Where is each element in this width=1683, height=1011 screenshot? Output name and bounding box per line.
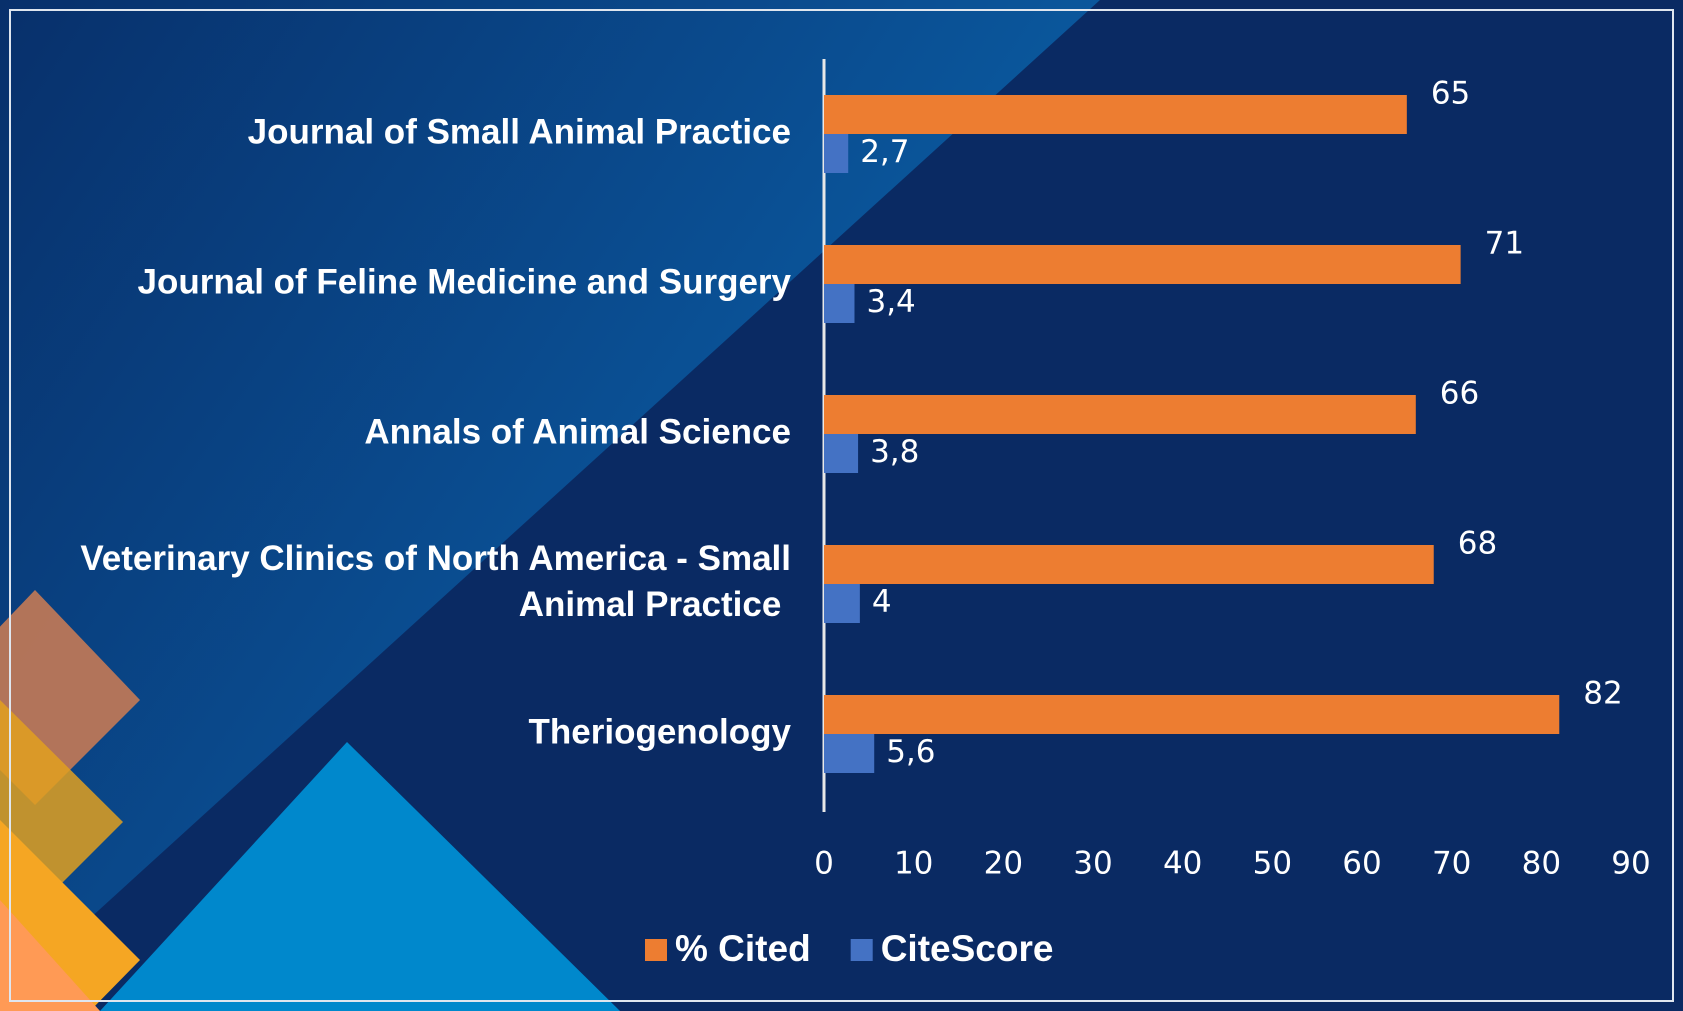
legend-swatch [850,939,873,961]
category-label: Journal of Feline Medicine and Surgery [138,262,792,301]
bar [824,95,1407,134]
value-label: 66 [1440,376,1479,412]
value-label: 68 [1458,526,1497,562]
bar [824,434,859,473]
value-label: 3,8 [870,434,919,470]
legend-swatch [645,939,667,961]
value-label: 3,4 [866,284,915,320]
bar [824,245,1461,284]
bar [824,695,1560,734]
x-tick-label: 80 [1522,846,1561,882]
value-label: 82 [1583,676,1622,712]
x-tick-label: 60 [1342,846,1381,882]
category-label: Annals of Animal Science [364,412,791,451]
value-label: 71 [1485,226,1524,262]
category-label: Theriogenology [529,712,792,751]
value-label: 5,6 [886,734,935,770]
value-label: 4 [872,584,892,620]
x-tick-label: 70 [1432,846,1471,882]
value-label: 65 [1431,76,1470,112]
x-tick-label: 30 [1073,846,1112,882]
frame [9,9,1674,1002]
category-label: Journal of Small Animal Practice [248,112,791,151]
x-tick-label: 0 [814,846,834,882]
bar [824,545,1434,584]
x-tick-label: 50 [1253,846,1292,882]
bar [824,284,855,323]
x-tick-label: 10 [894,846,933,882]
value-label: 2,7 [860,134,909,170]
bar [824,395,1416,434]
x-tick-label: 20 [984,846,1023,882]
category-label: Veterinary Clinics of North America - Sm… [80,539,791,624]
bar [824,134,849,173]
x-tick-label: 40 [1163,846,1202,882]
decor-diamond [0,900,100,1011]
bar [824,584,860,623]
bar [824,734,875,773]
x-tick-label: 90 [1611,846,1650,882]
legend-label: % Cited [675,928,811,969]
decor-triangle [100,742,620,1011]
legend-label: CiteScore [881,928,1054,969]
